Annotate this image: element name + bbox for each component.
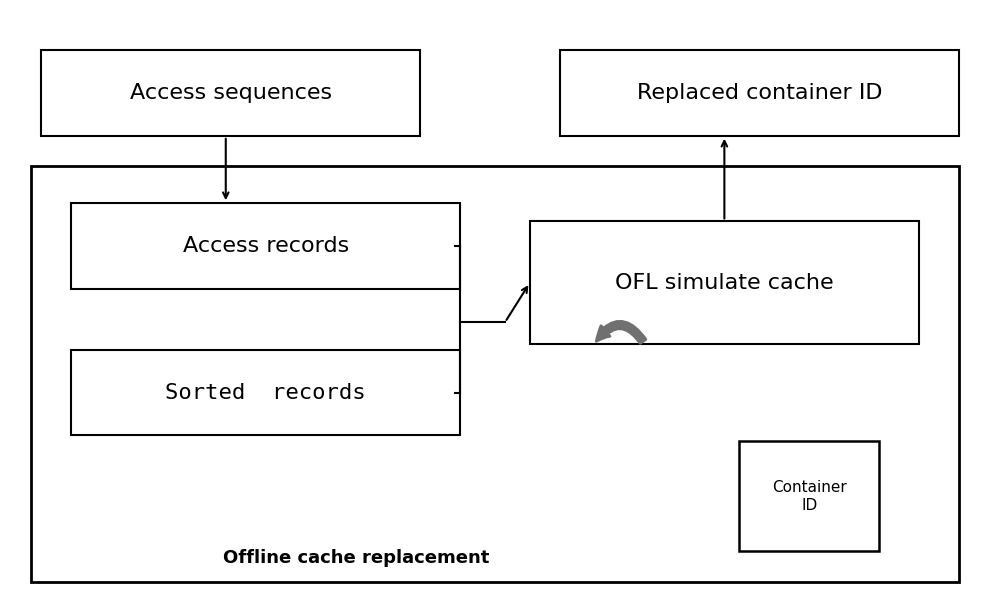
Text: Offline cache replacement: Offline cache replacement [223, 549, 489, 567]
Text: Sorted  records: Sorted records [165, 383, 366, 403]
FancyBboxPatch shape [41, 50, 420, 136]
FancyBboxPatch shape [71, 203, 460, 289]
FancyBboxPatch shape [530, 222, 919, 344]
FancyBboxPatch shape [31, 166, 959, 582]
FancyBboxPatch shape [71, 350, 460, 435]
Text: Access sequences: Access sequences [130, 83, 332, 103]
Text: Replaced container ID: Replaced container ID [637, 83, 882, 103]
Text: OFL simulate cache: OFL simulate cache [615, 273, 834, 292]
Text: Access records: Access records [183, 236, 349, 256]
FancyBboxPatch shape [739, 441, 879, 551]
FancyBboxPatch shape [560, 50, 959, 136]
Text: Container
ID: Container ID [772, 480, 847, 513]
FancyArrowPatch shape [596, 321, 646, 343]
